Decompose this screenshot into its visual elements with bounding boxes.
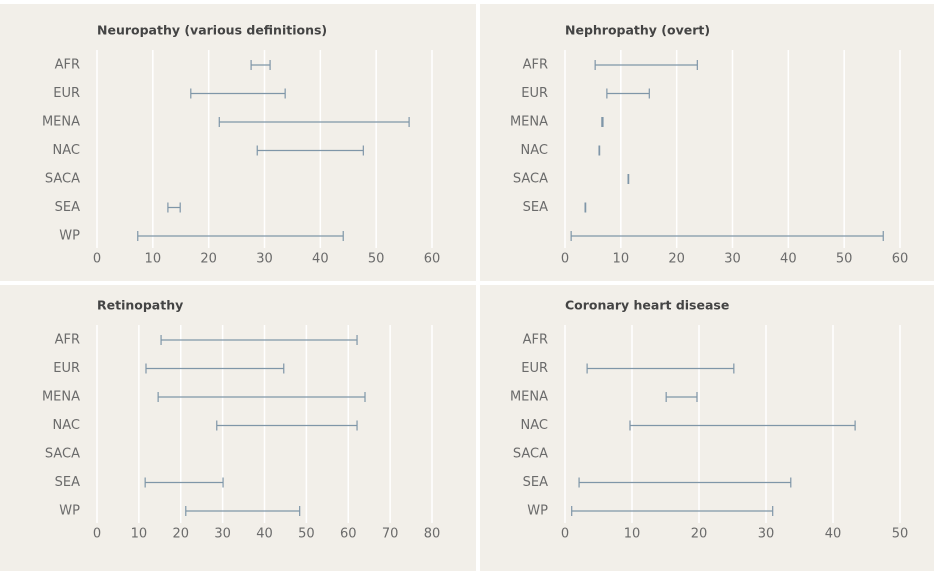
y-tick-label: AFR xyxy=(523,333,548,348)
range-bar xyxy=(586,363,735,374)
range-bar xyxy=(584,202,587,213)
x-tick-label: 0 xyxy=(93,527,101,542)
x-tick-label: 60 xyxy=(340,527,357,542)
x-tick-label: 0 xyxy=(93,252,101,267)
range-bar xyxy=(167,202,181,213)
x-tick-label: 20 xyxy=(691,527,708,542)
range-bar xyxy=(598,145,601,156)
y-tick-label: SEA xyxy=(523,200,548,215)
panel-title: Nephropathy (overt) xyxy=(565,23,710,38)
x-tick-label: 20 xyxy=(172,527,189,542)
y-tick-label: WP xyxy=(527,504,548,519)
x-tick-label: 40 xyxy=(825,527,842,542)
x-tick-label: 30 xyxy=(214,527,231,542)
range-bar xyxy=(665,392,698,402)
y-tick-label: NAC xyxy=(53,418,80,433)
panel-title: Retinopathy xyxy=(97,298,183,313)
y-tick-label: EUR xyxy=(521,361,548,376)
y-tick-label: SEA xyxy=(55,475,80,490)
range-bar xyxy=(145,363,285,374)
range-bar xyxy=(594,60,698,70)
range-bar xyxy=(144,477,224,488)
x-tick-label: 50 xyxy=(368,252,385,267)
range-bar xyxy=(606,88,650,99)
range-bar xyxy=(571,506,774,516)
range-bar xyxy=(256,145,364,156)
x-tick-label: 50 xyxy=(298,527,315,542)
y-tick-label: SEA xyxy=(55,200,80,215)
y-tick-label: WP xyxy=(59,229,80,244)
y-tick-label: NAC xyxy=(521,418,548,433)
y-tick-label: MENA xyxy=(510,390,548,405)
x-tick-label: 70 xyxy=(382,527,399,542)
range-bar xyxy=(601,117,604,127)
x-tick-label: 80 xyxy=(424,527,441,542)
x-tick-label: 10 xyxy=(613,252,630,267)
y-tick-label: MENA xyxy=(510,115,548,130)
panel-title: Neuropathy (various definitions) xyxy=(97,23,327,38)
y-tick-label: WP xyxy=(59,504,80,519)
y-tick-label: AFR xyxy=(55,333,80,348)
range-bar xyxy=(627,174,630,184)
range-bar xyxy=(578,477,792,488)
y-tick-label: SACA xyxy=(45,447,80,462)
y-tick-label: AFR xyxy=(55,58,80,73)
x-tick-label: 30 xyxy=(724,252,741,267)
x-tick-label: 60 xyxy=(892,252,909,267)
x-tick-label: 30 xyxy=(256,252,273,267)
y-tick-label: SEA xyxy=(523,475,548,490)
y-tick-label: EUR xyxy=(53,361,80,376)
x-tick-label: 10 xyxy=(624,527,641,542)
y-tick-label: MENA xyxy=(42,390,80,405)
range-bar xyxy=(190,88,286,99)
x-tick-label: 20 xyxy=(668,252,685,267)
y-tick-label: SACA xyxy=(45,172,80,187)
y-tick-label: SACA xyxy=(513,447,548,462)
range-bar xyxy=(157,392,366,402)
x-tick-label: 40 xyxy=(312,252,329,267)
x-tick-label: 20 xyxy=(200,252,217,267)
x-tick-label: 30 xyxy=(758,527,775,542)
x-tick-label: 0 xyxy=(561,252,569,267)
range-bar xyxy=(570,231,884,241)
y-tick-label: AFR xyxy=(523,58,548,73)
y-tick-label: SACA xyxy=(513,172,548,187)
y-tick-label: EUR xyxy=(53,86,80,101)
range-bar xyxy=(185,506,301,516)
range-bar xyxy=(629,420,856,431)
range-bar xyxy=(218,117,410,127)
panel-title: Coronary heart disease xyxy=(565,298,729,313)
y-tick-label: NAC xyxy=(53,143,80,158)
x-tick-label: 10 xyxy=(131,527,148,542)
x-tick-label: 0 xyxy=(561,527,569,542)
x-tick-label: 60 xyxy=(424,252,441,267)
x-tick-label: 50 xyxy=(892,527,909,542)
range-bar xyxy=(216,420,358,431)
x-tick-label: 10 xyxy=(145,252,162,267)
x-tick-label: 50 xyxy=(836,252,853,267)
x-tick-label: 40 xyxy=(256,527,273,542)
range-bar xyxy=(250,60,271,70)
range-bar xyxy=(160,335,358,345)
y-tick-label: MENA xyxy=(42,115,80,130)
y-tick-label: EUR xyxy=(521,86,548,101)
range-bar xyxy=(137,231,344,241)
x-tick-label: 40 xyxy=(780,252,797,267)
y-tick-label: NAC xyxy=(521,143,548,158)
